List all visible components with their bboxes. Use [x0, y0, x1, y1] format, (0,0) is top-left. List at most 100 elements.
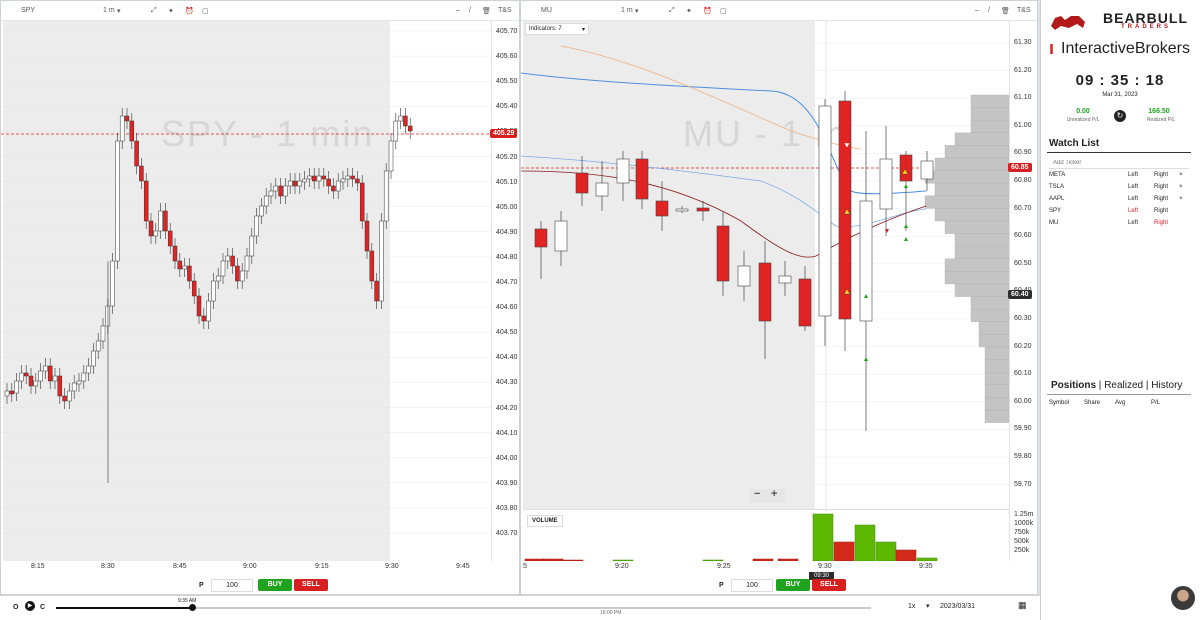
load-right-button[interactable]: Right: [1154, 172, 1169, 178]
candle: [263, 188, 269, 214]
watchlist-row[interactable]: AAPL Left Right ×: [1049, 196, 1189, 206]
remove-icon[interactable]: ×: [1179, 172, 1183, 178]
candle: [134, 133, 139, 174]
remove-icon[interactable]: ×: [1179, 184, 1183, 190]
sell-button[interactable]: SELL: [294, 579, 328, 591]
expand-icon[interactable]: ⤢: [669, 7, 675, 14]
symbol-label[interactable]: SPY: [21, 7, 36, 14]
interval-select[interactable]: 1 m: [103, 7, 115, 14]
chevron-down-icon[interactable]: ▾: [117, 8, 121, 15]
axis-tick-label: 750k: [1014, 529, 1030, 536]
remove-icon[interactable]: ×: [1179, 196, 1183, 202]
volume-bar: [702, 559, 724, 561]
watchlist-symbol[interactable]: MU: [1049, 220, 1059, 226]
spy-price-axis[interactable]: 405.70405.60405.50405.40405.30405.20405.…: [491, 21, 521, 561]
axis-tick-label: 403.70: [496, 530, 518, 537]
window-icon[interactable]: ▢: [202, 8, 209, 15]
mu-price-axis[interactable]: 61.30 61.20 61.10 61.00 60.90 60.80 60.70 60.60…: [1009, 21, 1039, 509]
quantity-input[interactable]: 100: [211, 579, 253, 592]
chevron-down-icon[interactable]: ▾: [635, 8, 639, 15]
expand-icon[interactable]: ⤢: [151, 7, 157, 14]
quantity-input[interactable]: 100: [731, 579, 773, 592]
watchlist-row[interactable]: MU Left Right: [1049, 220, 1189, 230]
interval-select[interactable]: 1 m: [621, 7, 633, 14]
refresh-icon[interactable]: ↻: [1114, 110, 1126, 122]
twitter-icon[interactable]: ✦: [686, 8, 692, 15]
symbol-label[interactable]: MU: [541, 7, 552, 14]
price-type-label[interactable]: P: [199, 582, 204, 589]
axis-tick-label: 1.25m: [1014, 511, 1034, 518]
watchlist-row[interactable]: META Left Right ×: [1049, 172, 1189, 182]
avatar[interactable]: [1171, 586, 1195, 610]
draw-line-icon[interactable]: /: [988, 7, 990, 14]
chevron-down-icon: ▾: [581, 27, 585, 33]
add-ticker-input[interactable]: [1049, 157, 1189, 169]
chart-watermark: SPY - 1 min: [161, 113, 375, 154]
sell-button[interactable]: SELL: [812, 579, 846, 591]
tab-realized[interactable]: Realized: [1104, 380, 1144, 391]
watchlist-symbol[interactable]: META: [1049, 172, 1066, 178]
watchlist-symbol[interactable]: AAPL: [1049, 196, 1065, 202]
alarm-icon[interactable]: ⏰: [185, 8, 194, 15]
window-icon[interactable]: ▢: [720, 8, 727, 15]
trash-icon[interactable]: 🗑: [1001, 8, 1010, 15]
candle: [52, 368, 58, 389]
load-right-button[interactable]: Right: [1154, 196, 1169, 202]
speed-select[interactable]: 1x: [908, 603, 916, 610]
indicators-dropdown[interactable]: Indicators: 7 ▾: [525, 23, 589, 35]
watchlist-row[interactable]: SPY Left Right: [1049, 208, 1189, 218]
zoom-out-button[interactable]: −: [754, 488, 761, 500]
watchlist-symbol[interactable]: SPY: [1049, 208, 1062, 214]
time-tick-label: 9:20: [615, 563, 629, 570]
candle: [321, 168, 327, 187]
mu-candlestick-chart[interactable]: [521, 21, 1009, 511]
candle: [383, 163, 389, 229]
calendar-icon[interactable]: ▦: [1018, 600, 1027, 610]
load-right-button[interactable]: Right: [1154, 208, 1169, 214]
price-type-label[interactable]: P: [719, 582, 724, 589]
replay-handle[interactable]: [189, 604, 196, 611]
candle: [359, 175, 365, 229]
volume-bar: [812, 513, 834, 561]
load-right-button[interactable]: Right: [1154, 184, 1169, 190]
draw-line-icon[interactable]: /: [469, 7, 471, 14]
tab-history[interactable]: History: [1151, 380, 1183, 391]
minimize-icon[interactable]: –: [456, 7, 460, 14]
buy-button[interactable]: BUY: [776, 579, 810, 591]
trash-icon[interactable]: 🗑: [482, 8, 491, 15]
load-left-button[interactable]: Left: [1128, 220, 1139, 226]
spy-candlestick-chart[interactable]: [1, 21, 491, 561]
time-and-sales-button[interactable]: T&S: [498, 7, 512, 14]
candle: [278, 178, 283, 204]
chevron-down-icon[interactable]: ▾: [926, 603, 930, 610]
candle: [43, 358, 48, 379]
load-left-button[interactable]: Left: [1128, 208, 1139, 214]
volume-bar: [752, 558, 774, 561]
load-left-button[interactable]: Left: [1128, 184, 1139, 190]
replay-track[interactable]: [56, 607, 871, 609]
tab-positions[interactable]: Positions: [1051, 380, 1097, 391]
load-left-button[interactable]: Left: [1128, 172, 1139, 178]
axis-tick-label: 60.80: [1014, 177, 1032, 184]
replay-date[interactable]: 2023/03/31: [940, 603, 976, 610]
mu-chart-toolbar: MU 1 m ▾ ⤢ ✦ ⏰ ▢ – / 🗑 T&S: [521, 1, 1037, 21]
watchlist-symbol[interactable]: TSLA: [1049, 184, 1065, 190]
load-right-button[interactable]: Right: [1154, 220, 1169, 226]
watchlist-row[interactable]: TSLA Left Right ×: [1049, 184, 1189, 194]
mu-time-axis: 5 9:20 9:25 9:30 9:35: [521, 563, 1009, 573]
twitter-icon[interactable]: ✦: [168, 8, 174, 15]
load-left-button[interactable]: Left: [1128, 196, 1139, 202]
candle: [244, 248, 250, 279]
axis-tick-label: 404.60: [496, 304, 518, 312]
minimize-icon[interactable]: –: [975, 7, 979, 14]
buy-button[interactable]: BUY: [258, 579, 292, 591]
time-and-sales-button[interactable]: T&S: [1017, 7, 1031, 14]
candle: [595, 161, 609, 211]
close-toggle[interactable]: C: [40, 604, 46, 611]
alarm-icon[interactable]: ⏰: [703, 8, 712, 15]
play-icon[interactable]: ▶: [25, 601, 35, 611]
axis-tick-label: 405.00: [496, 203, 518, 211]
open-toggle[interactable]: O: [13, 604, 19, 611]
chart-watermark: MU - 1 m: [683, 113, 847, 154]
zoom-in-button[interactable]: +: [771, 488, 778, 500]
